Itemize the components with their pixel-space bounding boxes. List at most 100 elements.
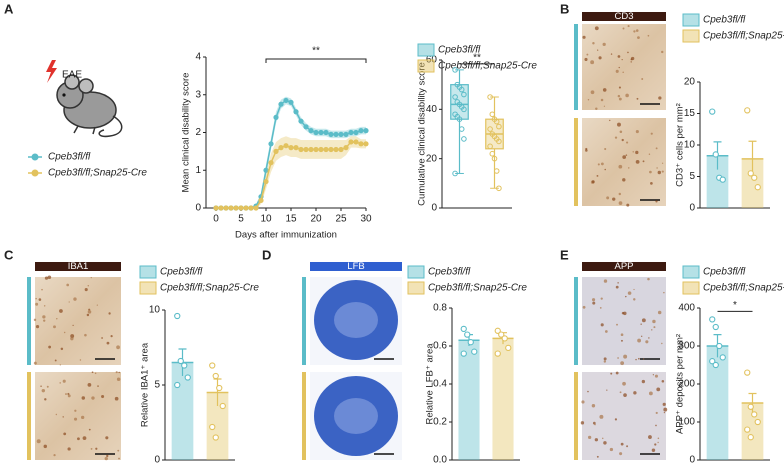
stain-speck <box>648 435 652 439</box>
data-point <box>209 423 216 431</box>
data-point <box>452 170 458 177</box>
data-point <box>333 131 339 137</box>
y-tick-label: 3 <box>195 89 201 100</box>
legend-label: Cpeb3fl/fl <box>160 267 203 278</box>
stain-speck <box>91 371 94 374</box>
stain-speck <box>43 444 48 449</box>
stain-speck <box>59 309 63 313</box>
bar <box>458 340 480 460</box>
stain-label: IBA1 <box>68 261 89 272</box>
stain-speck <box>619 452 623 456</box>
stain-speck <box>582 305 586 309</box>
data-point <box>754 418 761 426</box>
stain-speck <box>635 29 639 32</box>
stain-speck <box>43 319 46 322</box>
data-point <box>363 141 369 147</box>
legend-label: Cpeb3fl/fl <box>48 152 91 163</box>
significance-label: ** <box>473 53 481 64</box>
data-point <box>293 145 299 151</box>
data-point <box>487 126 493 132</box>
data-point <box>487 94 493 100</box>
data-point <box>238 205 244 211</box>
stain-speck <box>101 395 105 399</box>
stain-speck <box>582 35 586 39</box>
stain-speck <box>617 94 621 98</box>
data-point <box>456 116 463 122</box>
stain-speck <box>591 404 596 408</box>
data-point <box>744 369 751 376</box>
data-point <box>505 344 512 352</box>
y-tick-label: 100 <box>678 417 695 428</box>
stain-speck <box>661 379 665 383</box>
stain-speck <box>594 423 596 426</box>
stain-speck <box>96 304 98 306</box>
data-point <box>174 381 181 389</box>
legend-swatch <box>407 265 425 279</box>
bar <box>206 392 229 460</box>
stain-speck <box>637 338 641 343</box>
stain-speck <box>606 389 608 391</box>
stain-speck <box>67 394 71 398</box>
data-point <box>318 129 324 136</box>
stain-speck <box>587 390 589 393</box>
y-tick-label: 2 <box>195 127 201 138</box>
stain-speck <box>658 96 662 100</box>
stain-speck <box>580 421 585 425</box>
y-axis-label: CD3⁺ cells per mm² <box>675 103 686 187</box>
stain-speck <box>651 329 653 331</box>
stain-speck <box>657 437 660 440</box>
y-tick-label: 0.8 <box>433 303 447 314</box>
stain-speck <box>91 396 95 400</box>
stain-speck <box>597 49 599 51</box>
bar <box>741 403 764 460</box>
y-axis-label: Mean clinical disability score <box>181 73 192 193</box>
stain-speck <box>648 153 651 155</box>
data-point <box>223 205 229 211</box>
stain-speck <box>650 132 653 135</box>
data-point <box>313 129 319 136</box>
data-point <box>216 384 223 392</box>
significance-bracket <box>265 58 367 63</box>
stain-speck <box>657 441 659 444</box>
stain-speck <box>625 154 628 156</box>
data-point <box>496 138 502 145</box>
stain-speck <box>633 288 635 291</box>
data-point <box>293 109 299 115</box>
stain-speck <box>88 428 91 431</box>
y-tick-label: 5 <box>154 380 160 391</box>
stain-speck <box>97 385 99 387</box>
y-axis-label: APP⁺ deposits per mm² <box>675 334 686 434</box>
data-point <box>754 184 761 191</box>
panel-letter: E <box>560 247 569 262</box>
data-point <box>313 146 319 153</box>
stain-speck <box>612 197 616 201</box>
y-tick-label: 0.6 <box>433 341 447 352</box>
stain-speck <box>590 90 595 95</box>
data-point <box>218 205 224 211</box>
data-point <box>298 118 304 124</box>
stain-speck <box>657 170 662 175</box>
y-tick-label: 0.0 <box>433 455 447 464</box>
stain-speck <box>652 319 656 324</box>
stain-speck <box>650 182 653 185</box>
stain-speck <box>655 200 658 203</box>
stain-speck <box>603 357 607 361</box>
legend-label: Cpeb3fl/fl <box>428 267 471 278</box>
data-point <box>460 350 467 357</box>
data-point <box>328 146 334 153</box>
stain-speck <box>63 432 67 436</box>
stain-speck <box>606 196 610 200</box>
x-tick-label: 5 <box>238 214 244 225</box>
stain-speck <box>600 162 604 166</box>
stain-speck <box>53 325 56 329</box>
stain-speck <box>106 454 109 458</box>
data-point <box>338 146 344 153</box>
stain-speck <box>90 448 93 450</box>
data-point <box>501 335 508 342</box>
bar <box>706 346 729 460</box>
stain-speck <box>625 295 627 298</box>
stain-speck <box>95 447 98 450</box>
legend-label: Cpeb3fl/fl;Snap25-Cre <box>703 283 784 294</box>
stain-label: APP <box>614 261 633 272</box>
legend-marker <box>31 153 39 161</box>
